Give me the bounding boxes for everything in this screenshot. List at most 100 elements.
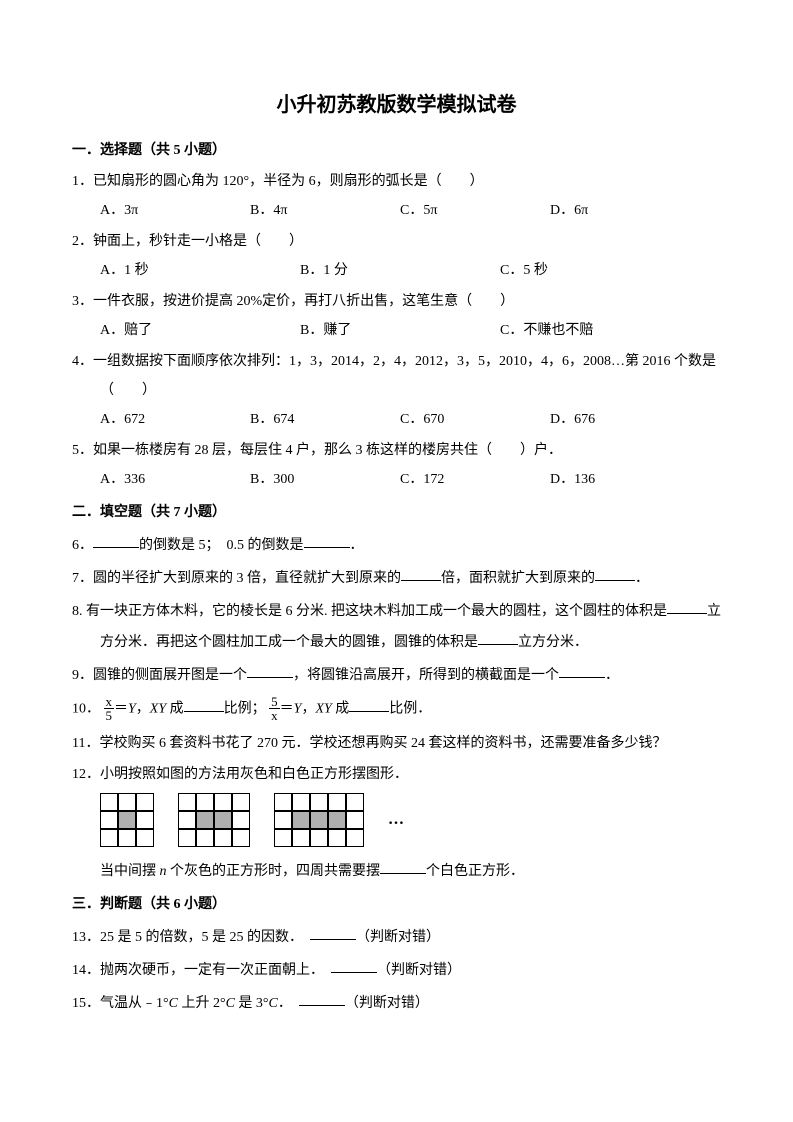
grid-cell	[214, 811, 232, 829]
q12-ellipsis: …	[388, 808, 404, 832]
q14-blank[interactable]	[331, 957, 377, 973]
grid-cell	[214, 829, 232, 847]
q15-c2: C	[226, 996, 235, 1011]
grid-cell	[292, 829, 310, 847]
page-title: 小升初苏教版数学模拟试卷	[72, 90, 721, 120]
q12-after-a: 当中间摆	[100, 864, 160, 879]
question-4: 4．一组数据按下面顺序依次排列：1，3，2014，2，4，2012，3，5，20…	[72, 351, 721, 430]
q7-blank1[interactable]	[401, 565, 441, 581]
q12-after-b: 个灰色的正方形时，四周共需要摆	[167, 864, 381, 879]
grid-cell	[328, 811, 346, 829]
grid-cell	[118, 829, 136, 847]
q6-pre: 6．	[72, 538, 93, 553]
q7-mid: 倍，面积就扩大到原来的	[441, 571, 595, 586]
question-10: 10． x5＝Y，XY 成比例； 5x＝Y，XY 成比例．	[72, 696, 721, 723]
q13-a: 13．25 是 5 的倍数，5 是 25 的因数．	[72, 930, 296, 945]
q2-text: 2．钟面上，秒针走一小格是（ ）	[72, 231, 721, 252]
q3-opt-a: A．赔了	[100, 320, 300, 341]
q5-opt-d: D．136	[550, 469, 700, 490]
q6-blank1[interactable]	[93, 532, 139, 548]
q12-patterns: …	[72, 793, 721, 847]
q4-sub: （ ）	[72, 380, 721, 401]
q13-blank[interactable]	[310, 924, 356, 940]
q12-after: 当中间摆 n 个灰色的正方形时，四周共需要摆个白色正方形．	[72, 859, 721, 882]
q10-t2: 成	[166, 702, 184, 717]
q1-opt-a: A．3π	[100, 200, 250, 221]
q15-d: ．	[278, 996, 285, 1011]
q10-mid2: 比例；	[224, 702, 266, 717]
grid-cell	[310, 811, 328, 829]
grid-cell	[196, 811, 214, 829]
q7-post: ．	[635, 571, 649, 586]
q15-e: （判断对错）	[345, 996, 429, 1011]
grid-cell	[292, 811, 310, 829]
q8-line1: 8. 有一块正方体木料，它的棱长是 6 分米. 把这块木料加工成一个最大的圆柱，…	[72, 599, 721, 622]
q4-opt-a: A．672	[100, 409, 250, 430]
q4-options: A．672 B．674 C．670 D．676	[72, 409, 721, 430]
question-5: 5．如果一栋楼房有 28 层，每层住 4 户，那么 3 栋这样的楼房共住（ ）户…	[72, 440, 721, 490]
q4-opt-d: D．676	[550, 409, 700, 430]
grid-cell	[196, 793, 214, 811]
q9-c: ．	[605, 668, 619, 683]
grid-cell	[178, 793, 196, 811]
q5-opt-c: C．172	[400, 469, 550, 490]
q5-options: A．336 B．300 C．172 D．136	[72, 469, 721, 490]
q9-blank2[interactable]	[559, 662, 605, 678]
q15-b: 上升 2°	[178, 996, 226, 1011]
q10-f2d: x	[269, 709, 280, 722]
grid-cell	[328, 793, 346, 811]
q10-xy2: XY	[315, 702, 331, 717]
q3-text: 3．一件衣服，按进价提高 20%定价，再打八折出售，这笔生意（ ）	[72, 291, 721, 312]
q1-opt-c: C．5π	[400, 200, 550, 221]
grid-cell	[136, 829, 154, 847]
q8-l1b: 立	[707, 604, 721, 619]
q9-blank1[interactable]	[247, 662, 293, 678]
grid-cell	[346, 829, 364, 847]
q10-post: 比例．	[389, 702, 431, 717]
q10-frac2: 5x	[269, 695, 280, 722]
q5-text: 5．如果一栋楼房有 28 层，每层住 4 户，那么 3 栋这样的楼房共住（ ）户…	[72, 440, 721, 461]
q5-opt-a: A．336	[100, 469, 250, 490]
grid-cell	[178, 811, 196, 829]
grid-cell	[100, 793, 118, 811]
q7-pre: 7．圆的半径扩大到原来的 3 倍，直径就扩大到原来的	[72, 571, 401, 586]
q15-a: 15．气温从﹣1°	[72, 996, 169, 1011]
q1-opt-b: B．4π	[250, 200, 400, 221]
q12-after-c: 个白色正方形．	[426, 864, 524, 879]
q3-options: A．赔了 B．赚了 C．不赚也不赔	[72, 320, 721, 341]
grid-cell	[232, 829, 250, 847]
q8-blank2[interactable]	[478, 629, 518, 645]
grid-cell	[118, 811, 136, 829]
q1-text: 1．已知扇形的圆心角为 120°，半径为 6，则扇形的弧长是（ ）	[72, 171, 721, 192]
question-9: 9．圆锥的侧面展开图是一个，将圆锥沿高展开，所得到的横截面是一个．	[72, 663, 721, 686]
q7-blank2[interactable]	[595, 565, 635, 581]
q3-opt-c: C．不赚也不赔	[500, 320, 700, 341]
question-7: 7．圆的半径扩大到原来的 3 倍，直径就扩大到原来的 倍，面积就扩大到原来的 ．	[72, 566, 721, 589]
q12-grid-3	[274, 793, 364, 847]
q12-blank[interactable]	[380, 858, 426, 874]
q10-blank1[interactable]	[184, 696, 224, 712]
grid-cell	[100, 829, 118, 847]
grid-cell	[232, 793, 250, 811]
q10-xy1: XY	[150, 702, 166, 717]
q1-options: A．3π B．4π C．5π D．6π	[72, 200, 721, 221]
question-11: 11．学校购买 6 套资料书花了 270 元．学校还想再购买 24 套这样的资料…	[72, 733, 721, 754]
grid-cell	[274, 793, 292, 811]
q8-blank1[interactable]	[667, 598, 707, 614]
q15-c1: C	[169, 996, 178, 1011]
grid-cell	[232, 811, 250, 829]
q10-f1d: 5	[104, 709, 115, 722]
grid-cell	[292, 793, 310, 811]
grid-cell	[196, 829, 214, 847]
q6-post: ．	[350, 538, 364, 553]
section-1-header: 一．选择题（共 5 小题）	[72, 140, 721, 161]
q6-mid: 的倒数是 5； 0.5 的倒数是	[139, 538, 304, 553]
question-14: 14．抛两次硬币，一定有一次正面朝上． （判断对错）	[72, 958, 721, 981]
q10-blank2[interactable]	[349, 696, 389, 712]
q4-opt-c: C．670	[400, 409, 550, 430]
q10-frac1: x5	[104, 695, 115, 722]
q15-blank[interactable]	[299, 990, 345, 1006]
grid-cell	[178, 829, 196, 847]
question-3: 3．一件衣服，按进价提高 20%定价，再打八折出售，这笔生意（ ） A．赔了 B…	[72, 291, 721, 341]
q6-blank2[interactable]	[304, 532, 350, 548]
